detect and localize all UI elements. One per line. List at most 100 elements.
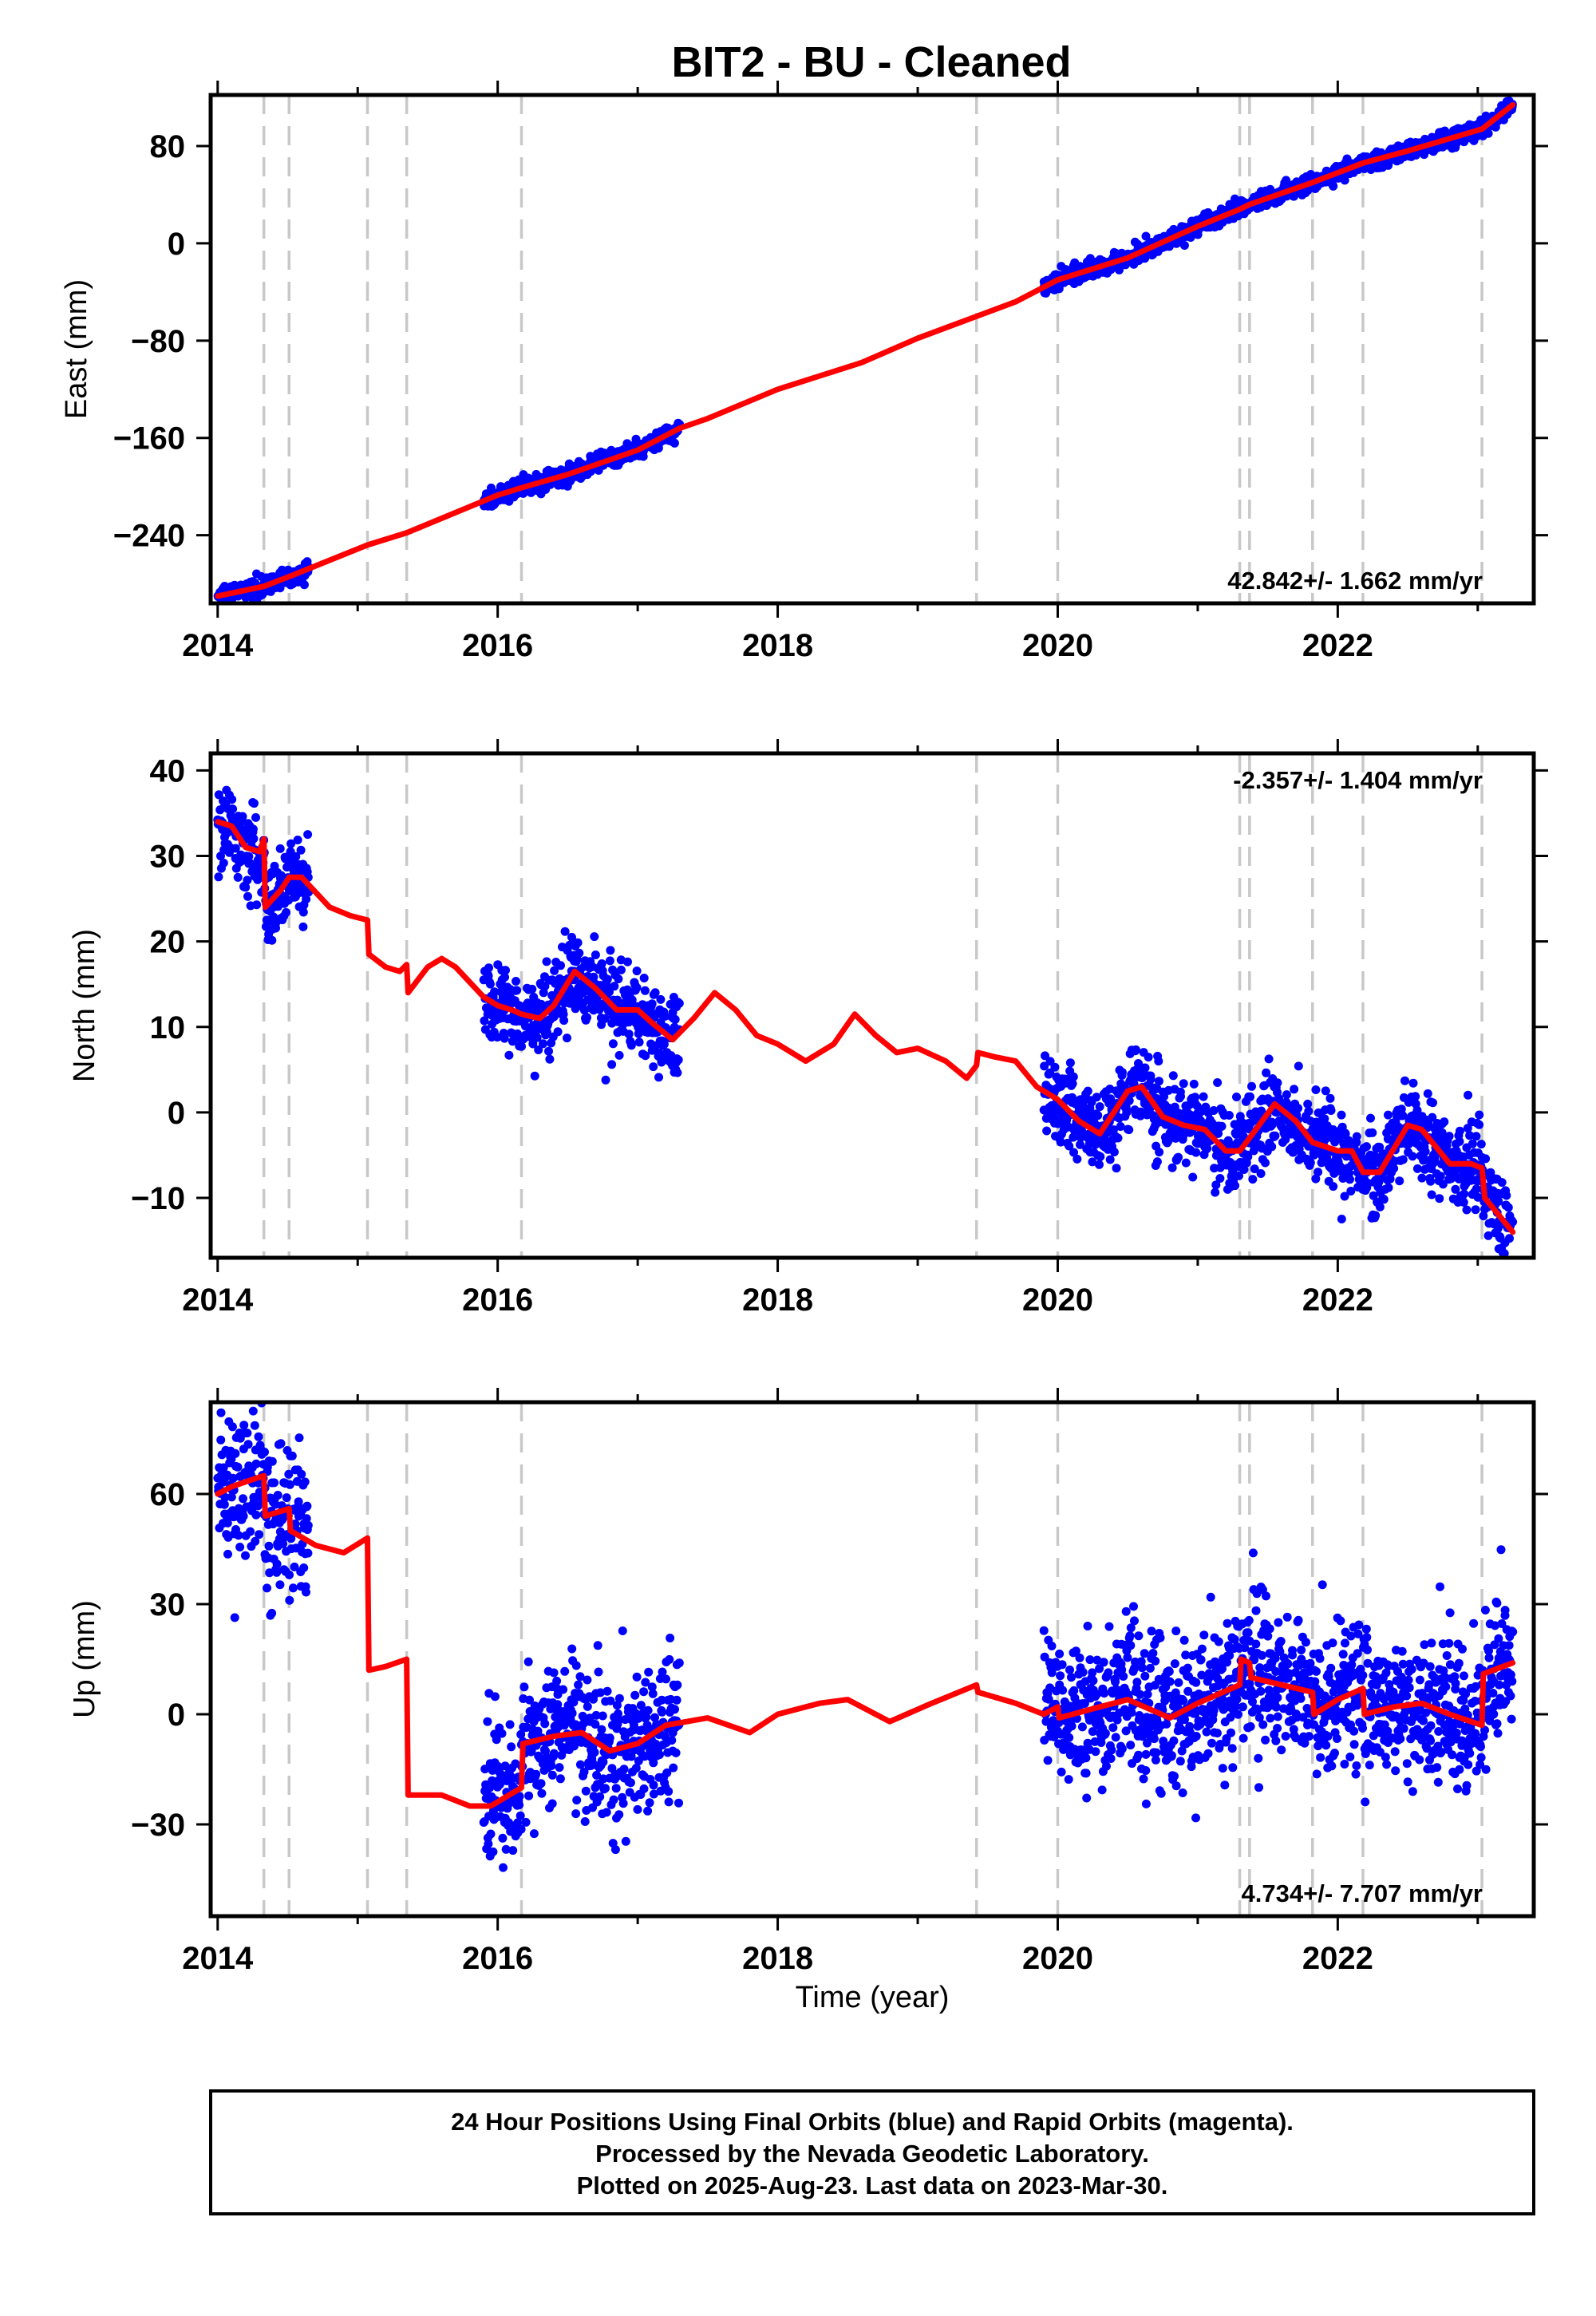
data-point — [581, 1786, 591, 1796]
data-point — [1183, 1686, 1193, 1696]
data-point — [1092, 1655, 1102, 1665]
data-point — [1064, 1775, 1073, 1784]
data-point — [647, 1682, 657, 1692]
data-point — [253, 1501, 263, 1511]
data-point — [1314, 1130, 1324, 1140]
data-point — [251, 1510, 261, 1520]
data-point — [1140, 1671, 1150, 1681]
data-point — [287, 1451, 297, 1460]
data-point — [1121, 1607, 1131, 1616]
data-point — [1179, 241, 1189, 250]
data-point — [1145, 1663, 1155, 1673]
data-point — [627, 995, 637, 1005]
data-point — [638, 452, 648, 461]
x-tick-label: 2014 — [182, 628, 254, 663]
data-point — [298, 922, 308, 931]
data-point — [1395, 1176, 1404, 1186]
data-point — [480, 1765, 490, 1774]
data-point — [214, 872, 223, 882]
data-point — [1095, 1664, 1104, 1674]
data-point — [250, 1421, 259, 1430]
data-point — [267, 1608, 277, 1618]
data-point — [1132, 1678, 1142, 1687]
data-point — [631, 1764, 641, 1773]
data-point — [1068, 1079, 1077, 1089]
data-point — [299, 580, 309, 590]
data-point — [1408, 1152, 1417, 1161]
y-tick-label: 40 — [150, 753, 186, 788]
rate-label: 42.842+/- 1.662 mm/yr — [1227, 567, 1483, 595]
data-point — [1345, 1168, 1354, 1178]
data-point — [640, 986, 650, 995]
data-point — [550, 966, 559, 975]
data-point — [1503, 1203, 1513, 1212]
data-point — [1188, 1172, 1198, 1182]
data-point — [602, 974, 612, 984]
y-tick-label: 0 — [168, 1096, 185, 1131]
data-point — [1141, 1749, 1151, 1759]
data-point — [485, 979, 495, 989]
data-point — [1247, 1081, 1256, 1091]
data-point — [556, 961, 565, 970]
data-point — [563, 1034, 571, 1043]
data-point — [302, 1587, 310, 1597]
data-point — [1124, 1125, 1134, 1135]
data-point — [223, 1549, 232, 1559]
data-point — [1105, 1155, 1115, 1164]
data-point — [1366, 1113, 1375, 1123]
data-point — [1056, 1137, 1065, 1147]
data-point — [641, 1678, 650, 1687]
data-point — [1211, 1180, 1221, 1190]
data-point — [1325, 1093, 1335, 1103]
data-point — [1311, 1174, 1321, 1184]
data-point — [1181, 1650, 1191, 1660]
data-point — [542, 957, 551, 966]
data-point — [1345, 1175, 1354, 1184]
data-point — [605, 956, 614, 966]
data-point — [1042, 1126, 1052, 1136]
data-point — [1117, 1744, 1127, 1753]
data-point — [639, 1687, 649, 1697]
data-point — [643, 1705, 653, 1715]
data-point — [544, 1046, 553, 1056]
data-point — [632, 983, 642, 993]
x-tick-label: 2022 — [1302, 1282, 1373, 1318]
data-point — [532, 1033, 542, 1042]
data-point — [605, 987, 614, 997]
data-point — [1179, 1079, 1188, 1089]
data-point — [1304, 1106, 1314, 1116]
data-point — [267, 1456, 277, 1466]
data-point — [1451, 1184, 1460, 1194]
data-point — [1455, 1126, 1464, 1136]
data-point — [1091, 1747, 1100, 1757]
data-point — [1154, 1077, 1163, 1086]
data-point — [231, 844, 240, 853]
y-tick-label: 10 — [150, 1010, 186, 1045]
data-point — [1113, 1133, 1123, 1143]
data-point — [555, 1763, 564, 1773]
data-point — [516, 1824, 526, 1834]
data-point — [528, 1039, 538, 1049]
data-point — [1326, 1106, 1336, 1115]
data-point — [1081, 1753, 1091, 1763]
data-point — [1055, 1649, 1065, 1658]
data-point — [674, 1658, 684, 1668]
data-point — [485, 1783, 495, 1792]
data-point — [1099, 1658, 1108, 1667]
data-point — [1411, 1092, 1420, 1101]
data-point — [286, 1534, 296, 1543]
data-point — [1486, 1168, 1495, 1177]
data-point — [275, 844, 285, 853]
data-point — [1375, 1142, 1385, 1152]
data-point — [1152, 1157, 1162, 1167]
data-point — [252, 900, 262, 910]
data-point — [1122, 1108, 1132, 1117]
data-point — [499, 1863, 508, 1872]
data-point — [639, 1784, 649, 1793]
data-point — [614, 1810, 624, 1820]
data-point — [285, 1480, 294, 1489]
data-point — [1171, 1781, 1181, 1791]
data-point — [1077, 1722, 1087, 1732]
data-point — [276, 1439, 286, 1448]
